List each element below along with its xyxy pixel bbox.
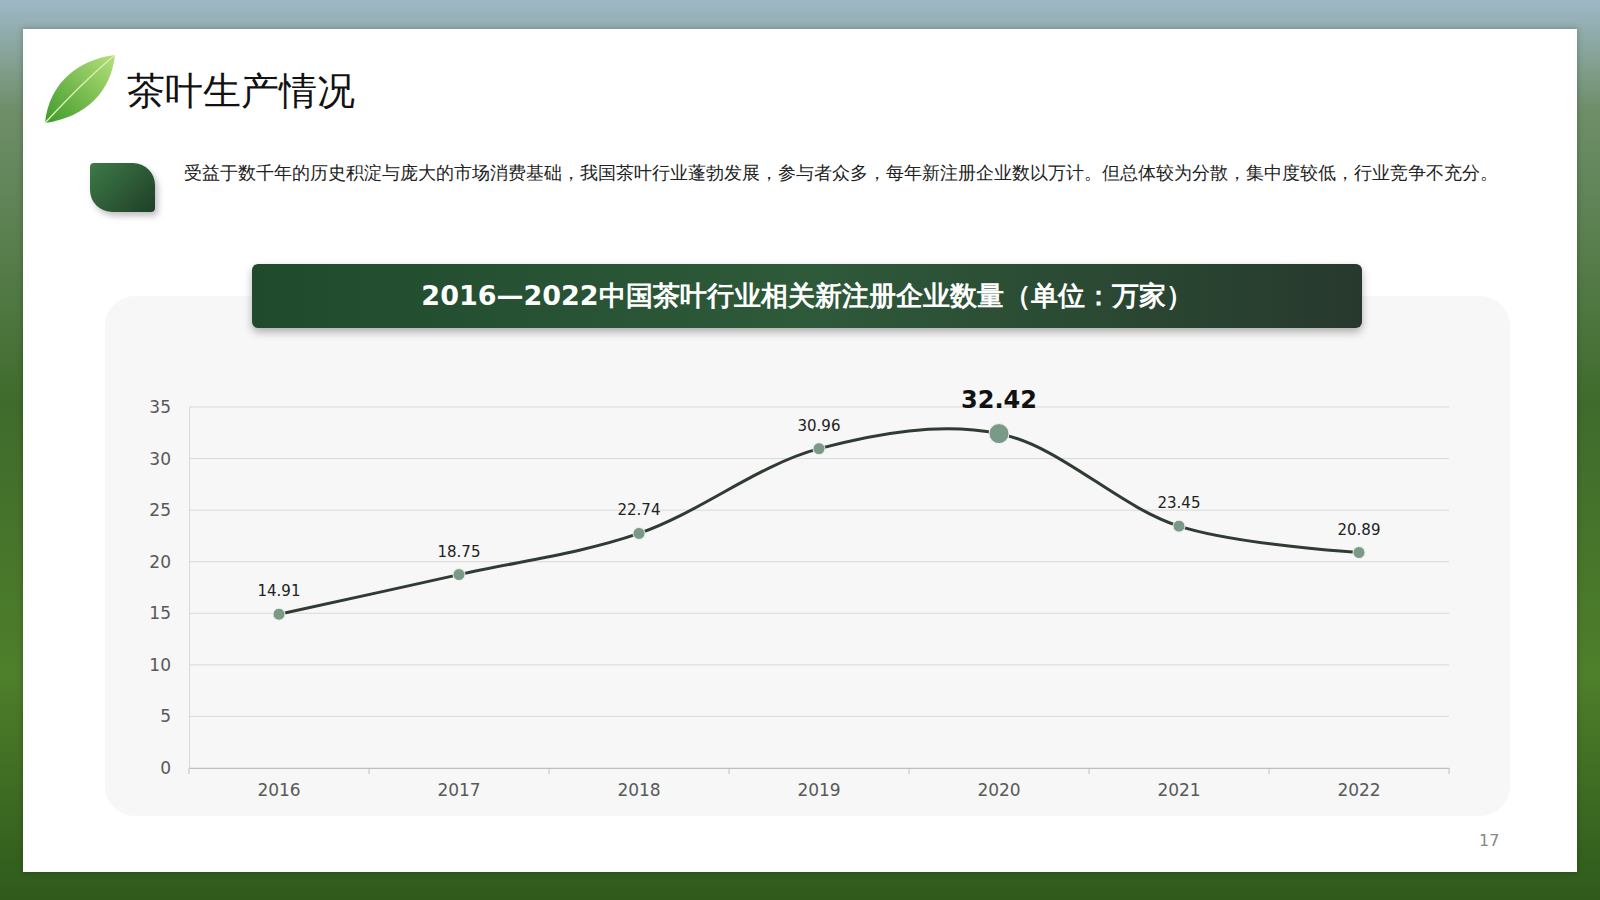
data-line xyxy=(279,429,1359,614)
y-tick-label: 0 xyxy=(160,758,171,778)
leaf-icon xyxy=(41,51,121,131)
y-axis: 0 5 10 15 20 25 30 35 xyxy=(149,397,189,778)
y-tick: 5 xyxy=(160,706,189,726)
grid xyxy=(189,407,1449,768)
data-label: 14.91 xyxy=(258,582,301,600)
y-tick: 15 xyxy=(149,603,189,623)
y-axis-line xyxy=(189,408,190,769)
grid-line xyxy=(189,458,1449,459)
data-point xyxy=(273,608,285,620)
data-label: 20.89 xyxy=(1338,521,1381,539)
data-point xyxy=(1353,547,1365,559)
data-point xyxy=(1173,520,1185,532)
data-point xyxy=(633,527,645,539)
y-tick: 0 xyxy=(160,758,189,778)
chart-background xyxy=(105,296,1510,816)
slide-title: 茶叶生产情况 xyxy=(127,66,355,117)
x-boundary-tick xyxy=(909,768,910,774)
x-tick: 2018 xyxy=(617,780,660,800)
x-boundary-tick xyxy=(1449,768,1450,774)
x-tick: 2022 xyxy=(1337,780,1380,800)
text-marker xyxy=(90,163,155,212)
x-tick-label: 2019 xyxy=(797,780,840,800)
data-label: 22.74 xyxy=(618,501,661,519)
slide-panel: 茶叶生产情况 受益于数千年的历史积淀与庞大的市场消费基础，我国茶叶行业蓬勃发展，… xyxy=(23,29,1577,872)
x-tick-label: 2016 xyxy=(257,780,300,800)
y-tick: 30 xyxy=(149,449,189,469)
grid-line xyxy=(189,510,1449,511)
x-boundary-tick xyxy=(1089,768,1090,774)
x-boundary-tick xyxy=(729,768,730,774)
x-boundary-tick xyxy=(189,768,190,774)
y-tick: 25 xyxy=(149,500,189,520)
y-tick: 35 xyxy=(149,397,189,417)
data-labels: 14.91 18.75 22.74 30.96 32.42 23.45 20.89 xyxy=(258,386,1381,601)
data-label: 30.96 xyxy=(798,417,841,435)
x-boundary-tick xyxy=(369,768,370,774)
y-tick-label: 10 xyxy=(149,655,171,675)
data-label: 23.45 xyxy=(1158,494,1201,512)
y-tick-label: 15 xyxy=(149,603,171,623)
y-tick: 20 xyxy=(149,552,189,572)
x-axis-line xyxy=(190,768,1450,769)
x-tick-label: 2021 xyxy=(1157,780,1200,800)
grid-line xyxy=(189,561,1449,562)
page-number: 17 xyxy=(1479,831,1499,850)
x-tick: 2019 xyxy=(797,780,840,800)
description: 受益于数千年的历史积淀与庞大的市场消费基础，我国茶叶行业蓬勃发展，参与者众多，每… xyxy=(184,157,1514,188)
x-tick: 2021 xyxy=(1157,780,1200,800)
grid-line xyxy=(189,716,1449,717)
data-point xyxy=(989,424,1009,444)
data-label: 32.42 xyxy=(961,386,1037,414)
x-tick: 2020 xyxy=(977,780,1020,800)
y-tick: 10 xyxy=(149,655,189,675)
x-boundary-tick xyxy=(549,768,550,774)
data-label: 18.75 xyxy=(438,543,481,561)
y-tick-label: 5 xyxy=(160,706,171,726)
grid-line xyxy=(189,613,1449,614)
grid-line xyxy=(189,768,1449,769)
data-point xyxy=(813,443,825,455)
data-point xyxy=(453,569,465,581)
x-tick-label: 2020 xyxy=(977,780,1020,800)
grid-line xyxy=(189,407,1449,408)
x-tick-label: 2017 xyxy=(437,780,480,800)
chart: 0510152025303520162017201820192020202120… xyxy=(0,0,1600,900)
grid-line xyxy=(189,664,1449,665)
y-tick-label: 35 xyxy=(149,397,171,417)
plot-area xyxy=(273,424,1365,621)
y-tick-label: 20 xyxy=(149,552,171,572)
chart-title: 2016—2022中国茶叶行业相关新注册企业数量（单位：万家） xyxy=(252,264,1362,328)
x-axis: 2016 2017 2018 2019 2020 2021 2022 xyxy=(189,768,1450,800)
y-tick-label: 25 xyxy=(149,500,171,520)
x-tick: 2017 xyxy=(437,780,480,800)
x-tick-label: 2022 xyxy=(1337,780,1380,800)
x-boundary-tick xyxy=(1269,768,1270,774)
x-tick-label: 2018 xyxy=(617,780,660,800)
y-tick-label: 30 xyxy=(149,449,171,469)
x-tick: 2016 xyxy=(257,780,300,800)
